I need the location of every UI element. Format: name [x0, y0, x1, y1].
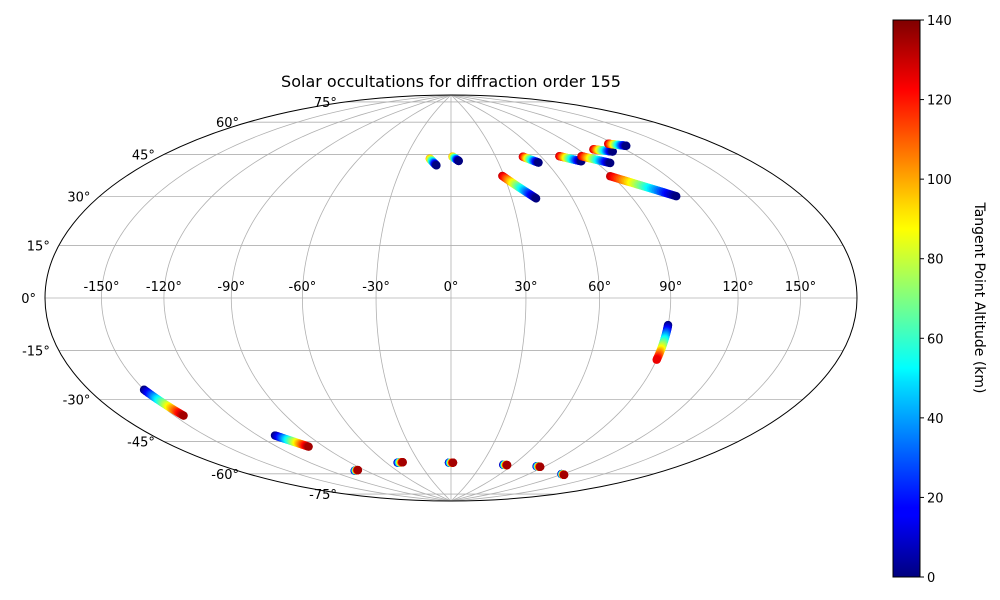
colorbar-gradient [892, 19, 921, 578]
colorbar-tick-label: 100 [927, 173, 952, 188]
data-point [608, 147, 618, 156]
data-point [559, 470, 569, 480]
y-tick-label: 75° [314, 96, 337, 111]
x-tick-labels: -150° -120° -90° -60° -30° 0° 30° 60° 90° 120° 150… [83, 280, 816, 295]
colorbar-tick-label: 0 [927, 571, 935, 586]
y-tick-label: 15° [27, 239, 50, 254]
data-point [454, 156, 463, 166]
data-point [536, 462, 545, 472]
x-tick-label: 90° [659, 280, 682, 295]
data-point [353, 465, 363, 475]
x-tick-label: -60° [289, 280, 317, 295]
colorbar-tick-label: 40 [927, 412, 944, 427]
y-tick-label: 60° [216, 116, 239, 131]
y-tick-labels: -75° -60° -45° -30° -15° 0° 15° 30° 45° 60° 75° [21, 96, 337, 503]
colorbar-tick-label: 120 [927, 94, 952, 109]
y-tick-label: -30° [63, 394, 91, 409]
colorbar-ticks: 0 20 40 60 80 100 120 140 [920, 14, 952, 586]
grid-lines [45, 95, 857, 501]
x-tick-label: -150° [83, 280, 119, 295]
colorbar-label: Tangent Point Altitude (km) [971, 201, 987, 393]
y-tick-label: -60° [211, 468, 239, 483]
data-points [139, 139, 681, 480]
y-tick-label: 30° [67, 191, 90, 206]
x-tick-label: 30° [514, 280, 537, 295]
data-point [534, 158, 543, 167]
data-point [448, 458, 458, 467]
x-tick-label: -90° [217, 280, 245, 295]
data-point [652, 355, 661, 364]
y-tick-label: 45° [132, 148, 155, 163]
data-point [432, 161, 441, 170]
x-tick-label: 120° [722, 280, 753, 295]
colorbar: 0 20 40 60 80 100 120 140 Tangent Point Altitud… [892, 14, 987, 586]
colorbar-tick-label: 80 [927, 253, 944, 268]
y-tick-label: -75° [309, 488, 337, 503]
data-point [606, 158, 615, 168]
x-tick-label: 150° [785, 280, 816, 295]
colorbar-tick-label: 60 [927, 332, 944, 347]
data-point [304, 442, 313, 451]
y-tick-label: -15° [22, 345, 50, 360]
colorbar-tick-label: 20 [927, 491, 944, 506]
x-tick-label: -30° [362, 280, 390, 295]
map-boundary [44, 94, 858, 502]
chart-title: Solar occultations for diffraction order… [281, 72, 621, 91]
colorbar-tick-label: 140 [927, 14, 952, 29]
x-tick-label: 60° [588, 280, 611, 295]
data-point [179, 411, 188, 420]
data-point [502, 460, 512, 470]
data-point [398, 458, 407, 467]
y-tick-label: -45° [127, 436, 155, 451]
x-tick-label: -120° [146, 280, 182, 295]
x-tick-label: 0° [444, 280, 459, 295]
data-point [672, 192, 681, 201]
data-point [622, 141, 631, 151]
data-point [531, 194, 541, 203]
y-tick-label: 0° [21, 292, 36, 307]
